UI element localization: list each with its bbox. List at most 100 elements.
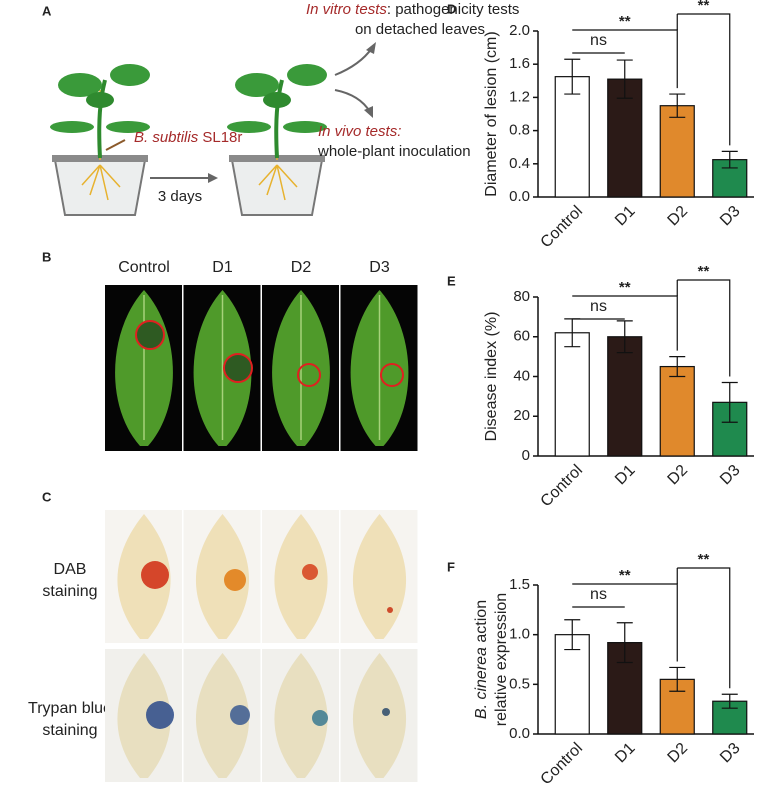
leaf <box>50 121 94 133</box>
error-bar-line <box>669 356 686 378</box>
leaf <box>352 653 407 778</box>
bar <box>554 634 590 735</box>
lesion-marker <box>135 320 165 350</box>
error-bar-line <box>616 59 633 99</box>
panel-label: C <box>42 489 52 504</box>
row-label: staining <box>42 722 97 739</box>
bar-chart: 0.0 0.5 1.0 1.5 B. cinerea action relative ex… <box>473 551 754 788</box>
error-bar <box>721 693 738 709</box>
panel-b: B Control D1 D2 D3 <box>42 249 418 451</box>
stain <box>224 569 246 591</box>
leaf <box>195 653 250 778</box>
bar <box>554 332 590 457</box>
bar <box>554 76 590 198</box>
in-vivo-title: In vivo tests: <box>318 123 401 140</box>
y-axis-label-part: B. cinerea <box>473 647 490 719</box>
error-bar-line <box>669 666 686 692</box>
y-axis-label: Diameter of lesion (cm) <box>483 31 500 196</box>
error-bar <box>616 59 633 99</box>
y-axis-label: relative expression <box>493 593 510 726</box>
error-bar-line <box>564 619 581 651</box>
x-tick-label: D2 <box>665 740 692 767</box>
y-tick-label: 0 <box>522 447 530 464</box>
bar <box>659 105 695 198</box>
x-tick-label: Control <box>538 740 587 788</box>
y-axis-label-part: action <box>473 600 490 647</box>
significance-bracket <box>676 279 731 377</box>
leaf <box>58 73 102 97</box>
y-axis-label: Disease index (%) <box>483 312 500 442</box>
error-bar <box>721 381 738 423</box>
y-tick-label: 40 <box>513 367 530 384</box>
significance-label: ** <box>619 13 631 30</box>
interval: 3 days <box>158 188 202 205</box>
arrow-head <box>364 106 373 118</box>
lesion-marker <box>223 353 253 383</box>
y-tick-label: 1.6 <box>509 55 530 72</box>
significance-label: ** <box>619 279 631 296</box>
leaf <box>283 121 327 133</box>
panel-label: A <box>42 3 52 18</box>
stain <box>312 710 328 726</box>
stain <box>230 705 250 725</box>
y-tick-label: 0.0 <box>509 725 530 742</box>
y-axis-label-part: Disease index (%) <box>483 312 500 442</box>
y-axis-label-part: relative expression <box>493 593 510 726</box>
significance-label: ns <box>590 32 607 49</box>
arrow <box>334 89 371 113</box>
x-tick-label: D2 <box>665 462 692 489</box>
leaf <box>274 653 328 778</box>
arrow-head <box>366 42 376 54</box>
x-tick-label: D1 <box>612 203 639 230</box>
bar <box>607 336 643 457</box>
leaf <box>110 64 150 86</box>
panel-label: F <box>447 559 455 574</box>
in-vitro-desc: : pathogenicity tests <box>387 1 520 18</box>
error-bar-line <box>564 58 581 95</box>
leaf <box>235 73 279 97</box>
y-tick-label: 1.2 <box>509 88 530 105</box>
in-vivo-desc: whole-plant inoculation <box>317 143 471 160</box>
row-label: Trypan blue <box>28 700 112 717</box>
error-bar-line <box>721 150 738 169</box>
leaf <box>274 514 328 639</box>
leaf <box>195 514 250 639</box>
error-bar-line <box>721 693 738 709</box>
error-bar <box>669 666 686 692</box>
in-vitro-title: In vitro tests <box>306 1 387 18</box>
bar-chart: 0 20 40 60 80 Disease index (%) Control D1 D2 D3 n… <box>483 263 754 510</box>
error-bar <box>721 150 738 169</box>
x-tick-label: D3 <box>717 740 744 767</box>
error-bar <box>564 58 581 95</box>
bar <box>712 159 748 198</box>
in-vitro-desc: on detached leaves <box>355 21 485 38</box>
significance-label: ** <box>698 0 710 14</box>
column-label: D3 <box>369 259 390 276</box>
error-bar <box>669 93 686 118</box>
arrow <box>334 47 373 76</box>
leaf <box>263 92 291 108</box>
error-bar <box>669 356 686 378</box>
y-tick-label: 60 <box>513 328 530 345</box>
significance-label: ns <box>590 298 607 315</box>
lesion-marker <box>380 363 404 387</box>
stain <box>387 607 393 613</box>
bar <box>659 365 695 457</box>
panel-d-label: D <box>447 1 456 16</box>
x-tick-label: D2 <box>665 203 692 230</box>
column-label: Control <box>118 259 170 276</box>
leaf <box>106 121 150 133</box>
species: B. subtilis <box>134 129 199 146</box>
significance-label: ns <box>590 586 607 603</box>
column-label: D1 <box>212 259 233 276</box>
row-label: staining <box>42 583 97 600</box>
y-tick-label: 2.0 <box>509 22 530 39</box>
significance-label: ** <box>698 551 710 568</box>
error-bar <box>564 619 581 651</box>
in-vitro-label: In vitro tests: pathogenicity tests <box>306 1 519 18</box>
x-tick-label: D1 <box>612 462 639 489</box>
significance-bracket <box>676 13 731 146</box>
strain: SL18r <box>198 129 242 146</box>
bar-chart: 0.0 0.4 0.8 1.2 1.6 2.0 Diameter of lesion (cm… <box>483 0 754 251</box>
